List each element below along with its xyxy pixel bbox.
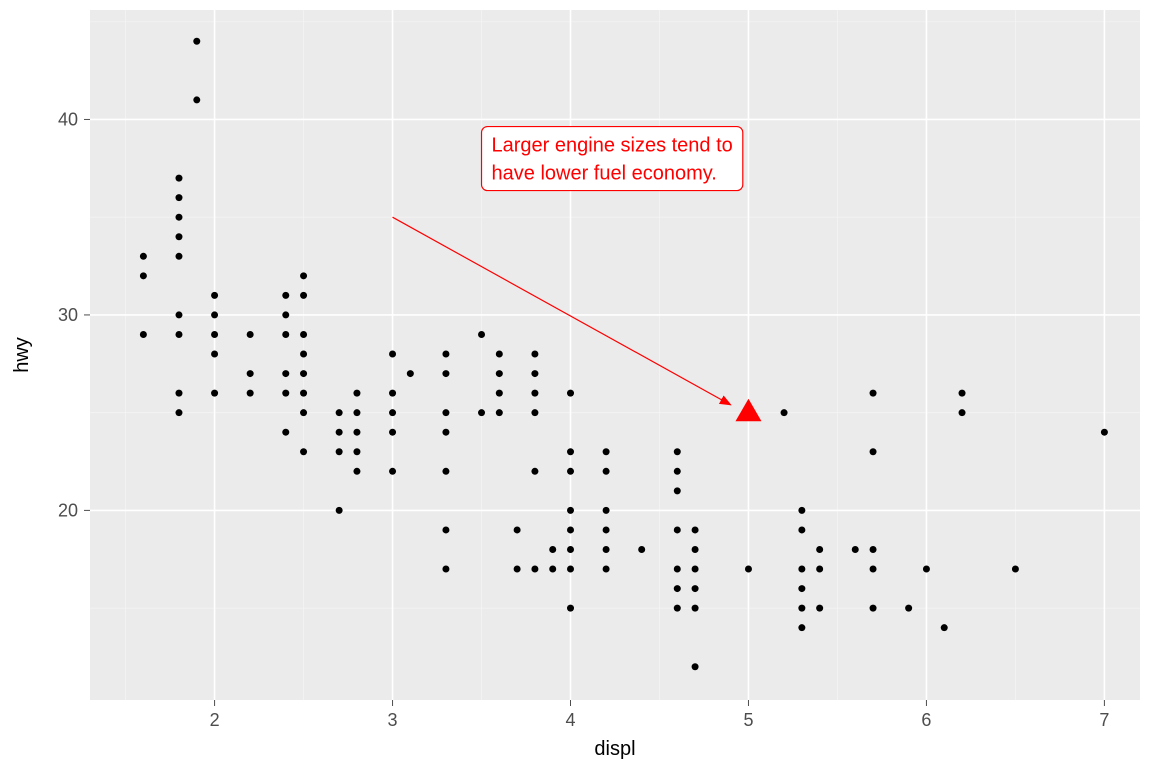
- x-tick-label: 7: [1099, 710, 1109, 730]
- y-tick-label: 30: [58, 305, 78, 325]
- x-tick-label: 5: [743, 710, 753, 730]
- svg-text:have lower fuel economy.: have lower fuel economy.: [492, 163, 717, 185]
- y-tick-label: 40: [58, 109, 78, 129]
- y-tick-label: 20: [58, 500, 78, 520]
- scatter-chart: Larger engine sizes tend to have lower fu…: [0, 0, 1152, 768]
- x-tick-label: 6: [921, 710, 931, 730]
- y-axis-label: hwy: [11, 337, 33, 373]
- plot-panel: [90, 10, 1140, 700]
- annotation-label: Larger engine sizes tend to have lower fu…: [482, 127, 743, 191]
- x-tick-label: 4: [566, 710, 576, 730]
- x-tick-label: 2: [210, 710, 220, 730]
- svg-text:Larger engine sizes tend to: Larger engine sizes tend to: [492, 135, 733, 157]
- x-tick-label: 3: [388, 710, 398, 730]
- chart-svg: Larger engine sizes tend to have lower fu…: [0, 0, 1152, 768]
- x-axis-label: displ: [594, 738, 635, 760]
